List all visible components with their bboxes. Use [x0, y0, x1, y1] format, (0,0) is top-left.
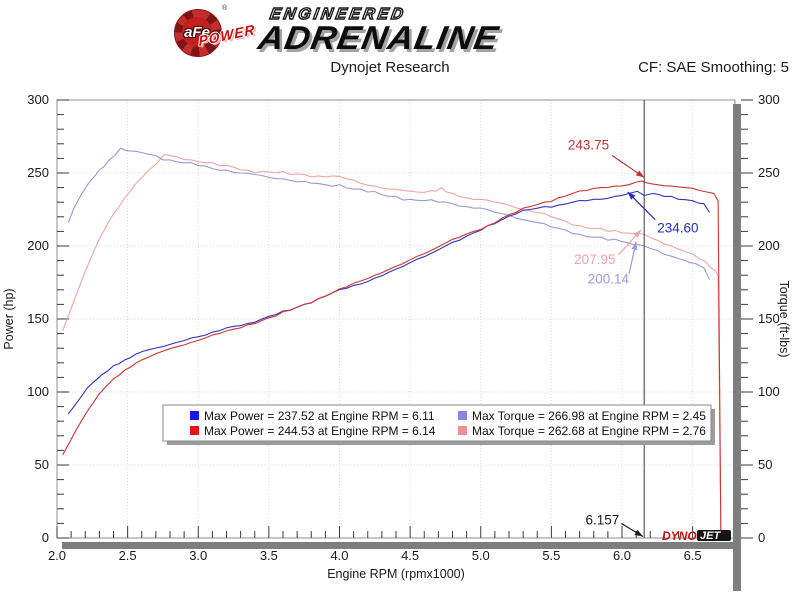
correction-factor-label: CF: SAE Smoothing: 5: [638, 59, 789, 76]
annotation-arrowhead: [634, 529, 643, 537]
afe-logo-text: aFe: [184, 23, 210, 41]
y-left-tick-label: 150: [27, 311, 49, 326]
annotation-arrowhead: [631, 241, 638, 251]
legend-label: Max Torque = 262.68 at Engine RPM = 2.76: [472, 424, 706, 438]
afe-power-logo: aFe: [174, 9, 222, 57]
y-right-tick-label: 150: [758, 311, 780, 326]
x-tick-label: 6.5: [684, 548, 702, 563]
y-left-axis-title: Power (hp): [2, 288, 16, 349]
dynojet-watermark-box: [697, 530, 731, 541]
annotation-arrowhead: [627, 191, 636, 200]
y-left-tick-label: 200: [27, 238, 49, 253]
y-right-axis-title: Torque (ft-lbs): [777, 280, 791, 357]
y-right-tick-label: 200: [758, 238, 780, 253]
legend-box: [162, 404, 712, 442]
annotation-arrowhead: [633, 229, 642, 238]
chart-title: Dynojet Research: [330, 59, 450, 76]
annotation-value: 243.75: [568, 137, 609, 152]
axis-bar-bottom: [62, 542, 741, 549]
y-left-tick-label: 100: [27, 384, 49, 399]
legend-swatch: [190, 411, 199, 420]
x-tick-label: 5.0: [472, 548, 490, 563]
afe-logo-inner-circle: aFe: [182, 17, 212, 47]
annotation-value: 234.60: [657, 221, 698, 236]
legend-swatch: [458, 411, 467, 420]
curve-torque-blue: [67, 147, 711, 280]
y-right-tick-label: 0: [758, 530, 765, 545]
curve-torque-red: [62, 153, 722, 539]
brand-banner: aFe ® POWER ENGINEERED ADRENALINE: [168, 3, 608, 57]
curve-power-red: [62, 180, 722, 539]
x-tick-label: 6.0: [613, 548, 631, 563]
brand-line-adrenaline: ADRENALINE: [255, 19, 502, 56]
registered-trademark-symbol: ®: [222, 5, 228, 12]
y-right-tick-label: 50: [758, 457, 772, 472]
legend-swatch: [458, 426, 467, 435]
annotation-value: 207.95: [574, 252, 615, 267]
y-right-tick-label: 250: [758, 165, 780, 180]
annotation-arrowhead: [635, 170, 645, 178]
annotation-value: 200.14: [588, 272, 630, 287]
legend-swatch: [190, 426, 199, 435]
dynojet-watermark-jet: JET: [700, 530, 721, 542]
curve-power-blue: [67, 190, 711, 415]
annotation-value: 6.157: [585, 512, 619, 527]
x-tick-label: 3.0: [189, 548, 207, 563]
y-left-tick-label: 50: [35, 457, 49, 472]
axis-bar-right: [733, 104, 741, 591]
x-tick-label: 5.5: [542, 548, 560, 563]
x-tick-label: 2.5: [119, 548, 137, 563]
x-tick-label: 3.5: [260, 548, 278, 563]
y-right-tick-label: 300: [758, 92, 780, 107]
dyno-chart-svg: 2.0 2.5 3.0 3.5 4.0 4.5 5.0 5.5 6.0 6.5 0 0 50 50 100 1…: [2, 92, 791, 591]
y-left-tick-label: 300: [27, 92, 49, 107]
x-tick-label: 2.0: [48, 548, 66, 563]
y-left-tick-label: 250: [27, 165, 49, 180]
x-tick-label: 4.5: [401, 548, 419, 563]
x-tick-label: 4.0: [330, 548, 348, 563]
x-axis-title: Engine RPM (rpmx1000): [327, 567, 465, 581]
dynojet-watermark-dyno: DYNO: [662, 529, 697, 543]
y-left-tick-label: 0: [42, 530, 49, 545]
legend-label: Max Power = 237.52 at Engine RPM = 6.11: [204, 409, 435, 423]
legend-label: Max Power = 244.53 at Engine RPM = 6.14: [204, 424, 436, 438]
y-right-tick-label: 100: [758, 384, 780, 399]
legend-label: Max Torque = 266.98 at Engine RPM = 2.45: [472, 409, 706, 423]
